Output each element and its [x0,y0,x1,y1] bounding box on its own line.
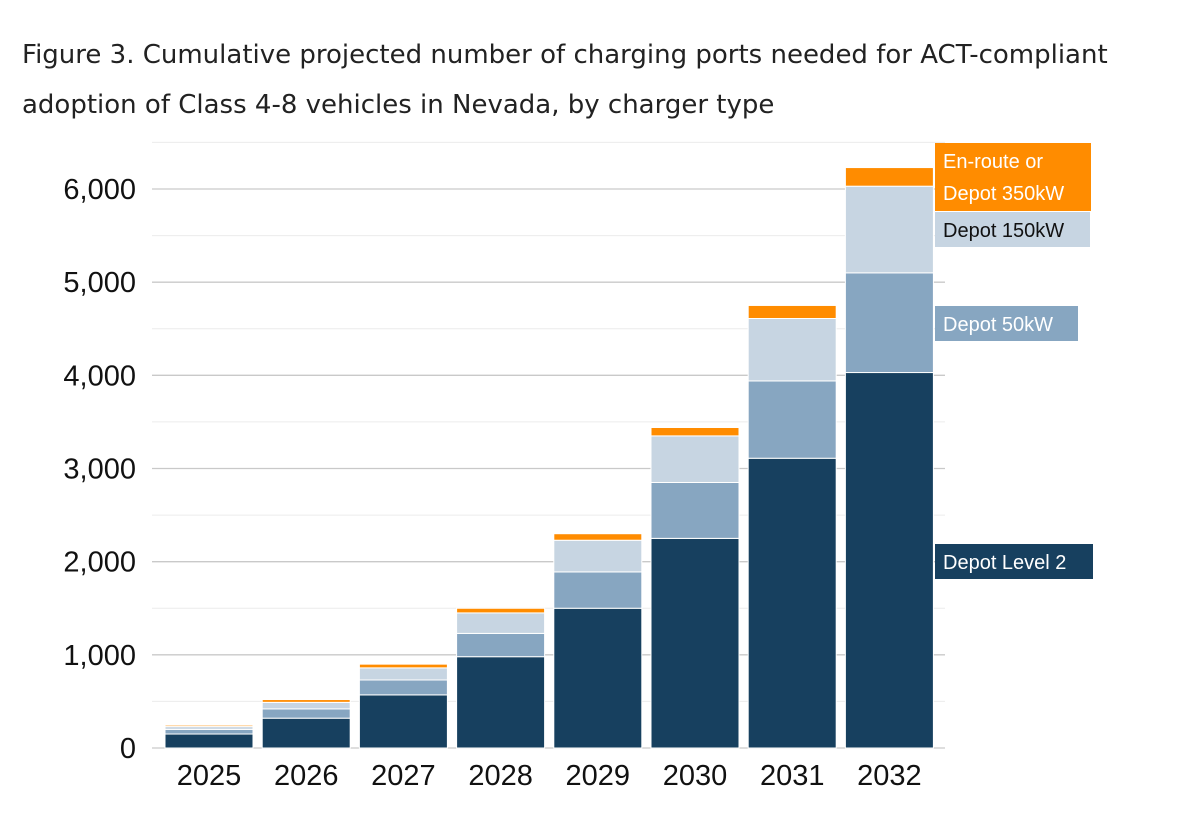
y-tick-label: 6,000 [63,174,136,206]
bar-segment-depot-150kw-2030 [650,435,740,483]
x-tick-label: 2031 [760,760,825,792]
y-tick-label: 4,000 [63,360,136,392]
bar-segment-depot-150kw-2032 [844,185,934,274]
bar-segment-depot-150kw-2027 [358,667,448,681]
x-tick-label: 2029 [566,760,631,792]
bar-segment-en-route-or-depot-350kw-2025 [164,724,254,728]
bar-segment-depot-level-2-2027 [358,694,448,749]
y-tick-label: 5,000 [63,267,136,299]
figure-title: Figure 3. Cumulative projected number of… [22,40,1108,120]
legend-box-depot-150kw [935,212,1090,247]
bar-segment-depot-50kw-2028 [456,632,546,658]
bar-segment-en-route-or-depot-350kw-2030 [650,427,740,437]
bar-segment-depot-level-2-2025 [164,733,254,749]
bar-segment-depot-level-2-2029 [553,607,643,749]
y-tick-label: 1,000 [63,640,136,672]
bar-segment-depot-50kw-2031 [747,380,837,459]
legend-label-depot-150kw: Depot 150kW [943,220,1064,242]
x-tick-label: 2027 [371,760,436,792]
bar-segment-depot-50kw-2027 [358,679,448,696]
bar-segment-en-route-or-depot-350kw-2029 [553,533,643,541]
bar-segment-depot-level-2-2028 [456,656,546,749]
bar-segment-en-route-or-depot-350kw-2031 [747,304,837,320]
y-tick-label: 2,000 [63,547,136,579]
legend-box-depot-level-2 [935,544,1093,579]
x-tick-label: 2032 [857,760,922,792]
legend-label-en-route-or-depot-350kw-line-1: En-route or [943,151,1043,173]
legend-box-depot-50kw [935,306,1078,341]
bar-segment-en-route-or-depot-350kw-2032 [844,167,934,187]
bar-segment-depot-50kw-2029 [553,571,643,609]
bar-segment-depot-50kw-2032 [844,272,934,374]
bar-segment-en-route-or-depot-350kw-2026 [261,699,351,703]
bar-segment-depot-50kw-2026 [261,708,351,719]
x-tick-label: 2026 [274,760,339,792]
bar-segment-en-route-or-depot-350kw-2028 [456,607,546,614]
bar-segment-depot-50kw-2025 [164,728,254,735]
legend-box-en-route-or-depot-350kw [935,143,1091,211]
bar-segment-depot-level-2-2031 [747,457,837,749]
bar-segment-depot-level-2-2032 [844,372,934,749]
y-tick-label: 3,000 [63,454,136,486]
legend-label-depot-50kw: Depot 50kW [943,314,1053,336]
y-tick-label: 0 [120,733,136,765]
legend-label-depot-level-2: Depot Level 2 [943,552,1066,574]
bar-segment-depot-150kw-2029 [553,539,643,573]
bar-segment-depot-150kw-2026 [261,701,351,710]
bar-segment-depot-150kw-2028 [456,612,546,634]
bar-segment-depot-level-2-2026 [261,717,351,749]
bar-segment-depot-150kw-2031 [747,318,837,382]
bar-segment-depot-50kw-2030 [650,481,740,539]
bar-segment-depot-level-2-2030 [650,537,740,749]
x-tick-label: 2028 [468,760,533,792]
x-tick-label: 2030 [663,760,728,792]
bar-segment-en-route-or-depot-350kw-2027 [358,663,448,669]
legend-label-en-route-or-depot-350kw-line-2: Depot 350kW [943,183,1064,205]
x-tick-label: 2025 [177,760,242,792]
